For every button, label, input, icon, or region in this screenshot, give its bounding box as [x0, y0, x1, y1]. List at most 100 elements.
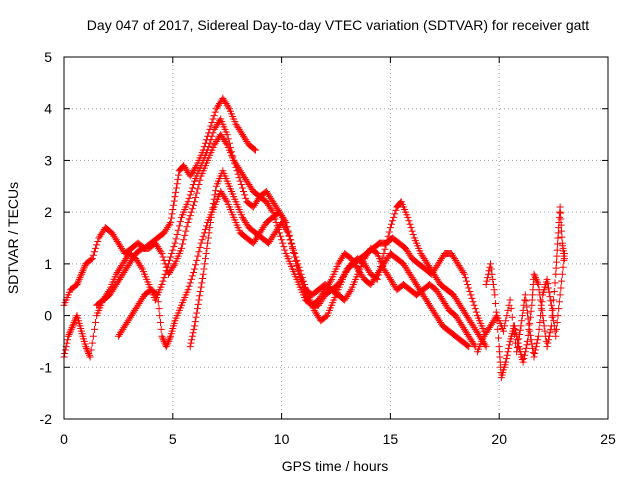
data-point-track-c — [189, 201, 197, 209]
x-tick-label: 20 — [491, 431, 507, 447]
data-point-track-b — [92, 318, 100, 326]
data-point-track-e — [195, 296, 203, 304]
data-point-track-b — [188, 184, 196, 192]
data-point-track-b — [172, 235, 180, 243]
data-point-track-d — [385, 228, 393, 236]
data-point-track-e — [209, 200, 217, 208]
data-point-track-g — [513, 343, 521, 351]
data-point-track-d — [164, 337, 172, 345]
data-point-track-g — [508, 313, 516, 321]
data-point-track-a — [171, 193, 179, 201]
data-point-track-g — [518, 317, 526, 325]
data-point-track-f — [530, 270, 538, 278]
chart-title: Day 047 of 2017, Sidereal Day-to-day VTE… — [87, 17, 590, 33]
data-point-track-f — [523, 337, 531, 345]
data-point-track-b — [61, 349, 69, 357]
data-point-track-e — [463, 277, 471, 285]
data-point-track-g — [509, 322, 517, 330]
data-point-track-f — [527, 307, 535, 315]
data-point-track-c — [277, 232, 285, 240]
data-point-track-g — [538, 298, 546, 306]
data-point-track-g — [521, 291, 529, 299]
data-point-track-b — [205, 143, 213, 151]
data-point-track-d — [390, 213, 398, 221]
data-point-track-d — [185, 282, 193, 290]
data-point-track-f — [552, 264, 560, 272]
data-point-track-e — [461, 274, 469, 282]
data-point-track-e — [204, 239, 212, 247]
data-point-track-e — [471, 305, 479, 313]
data-point-track-e — [465, 284, 473, 292]
data-point-track-a — [170, 201, 178, 209]
data-point-track-e — [284, 229, 292, 237]
data-point-track-g — [548, 306, 556, 314]
data-point-track-f — [503, 351, 511, 359]
data-point-track-e — [291, 250, 299, 258]
data-point-track-f — [512, 329, 520, 337]
data-point-track-d — [159, 334, 167, 342]
data-point-track-g — [536, 318, 544, 326]
data-point-track-f — [533, 277, 541, 285]
y-tick-label: 3 — [44, 152, 52, 168]
data-point-track-f — [537, 296, 545, 304]
data-point-track-e — [196, 287, 204, 295]
data-point-track-g — [556, 291, 564, 299]
data-point-track-f — [552, 270, 560, 278]
data-point-track-f — [486, 263, 494, 271]
data-point-track-a — [224, 103, 232, 111]
x-tick-label: 5 — [169, 431, 177, 447]
data-point-track-c — [158, 250, 166, 258]
data-point-track-c — [465, 343, 473, 351]
data-point-track-b — [185, 194, 193, 202]
data-point-track-e — [200, 265, 208, 273]
data-point-track-c — [191, 198, 199, 206]
x-tick-label: 15 — [383, 431, 399, 447]
data-point-track-g — [535, 325, 543, 333]
data-point-track-b — [64, 332, 72, 340]
data-point-track-e — [197, 283, 205, 291]
data-point-track-f — [534, 279, 542, 287]
data-point-track-a — [73, 281, 81, 289]
data-point-track-d — [188, 272, 196, 280]
data-point-track-e — [209, 204, 217, 212]
data-point-track-g — [550, 317, 558, 325]
y-tick-label: 0 — [44, 308, 52, 324]
data-point-track-f — [487, 265, 495, 273]
data-point-track-e — [466, 287, 474, 295]
data-point-track-b — [208, 132, 216, 140]
data-point-track-e — [207, 213, 215, 221]
data-point-track-d — [156, 312, 164, 320]
data-point-track-g — [526, 327, 534, 335]
data-point-track-d — [203, 222, 211, 230]
data-point-track-b — [240, 187, 248, 195]
data-point-track-d — [154, 291, 162, 299]
data-point-track-a — [166, 220, 174, 228]
data-point-track-g — [529, 344, 537, 352]
data-point-track-d — [193, 256, 201, 264]
data-point-track-b — [63, 339, 71, 347]
data-point-track-g — [560, 250, 568, 258]
data-point-track-c — [170, 262, 178, 270]
data-point-track-b — [137, 263, 145, 271]
tick-labels: 0 5 10 15 20 25 -2 -1 0 1 2 3 4 5 — [40, 49, 616, 447]
data-point-track-f — [544, 339, 552, 347]
data-point-track-e — [205, 229, 213, 237]
data-point-track-f — [551, 279, 559, 287]
y-axis-label: SDTVAR / TECUs — [5, 182, 21, 294]
data-point-track-d — [158, 332, 166, 340]
data-point-track-e — [208, 208, 216, 216]
data-point-track-e — [283, 227, 291, 235]
data-point-track-e — [469, 298, 477, 306]
data-point-track-b — [168, 250, 176, 258]
data-point-track-c — [184, 218, 192, 226]
data-point-track-g — [557, 284, 565, 292]
data-point-track-f — [520, 355, 528, 363]
data-point-track-c — [195, 181, 203, 189]
data-point-track-f — [513, 336, 521, 344]
data-point-track-d — [405, 217, 413, 225]
data-point-track-a — [88, 255, 96, 263]
data-point-track-c — [180, 236, 188, 244]
data-point-track-g — [516, 331, 524, 339]
data-point-track-e — [187, 339, 195, 347]
